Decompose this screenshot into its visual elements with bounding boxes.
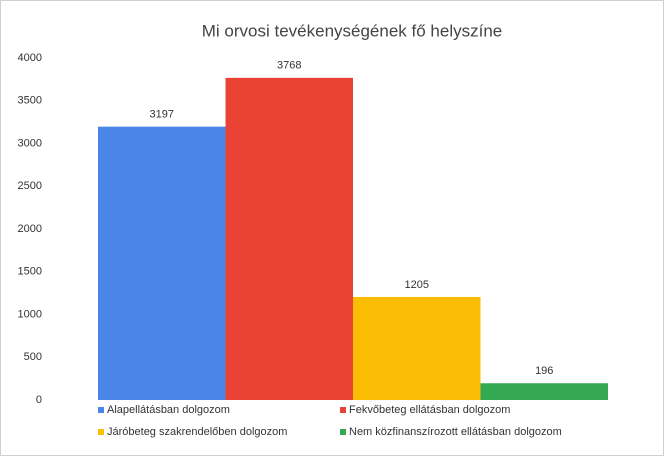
data-label: 3197: [150, 109, 174, 121]
data-label: 196: [535, 365, 553, 377]
legend-swatch: [340, 407, 346, 413]
data-label: 1205: [405, 279, 429, 291]
bar: [225, 77, 353, 400]
y-tick-label: 2000: [18, 223, 42, 235]
legend-label: Alapellátásban dolgozom: [107, 404, 230, 416]
legend-swatch: [98, 429, 104, 435]
y-tick-label: 3000: [18, 137, 42, 149]
y-tick-label: 500: [24, 351, 42, 363]
data-label: 3768: [277, 60, 301, 72]
bar: [98, 126, 226, 401]
legend-swatch: [340, 429, 346, 435]
y-tick-label: 1000: [18, 308, 42, 320]
chart-title: Mi orvosi tevékenységének fő helyszíne: [202, 21, 503, 40]
legend-label: Nem közfinanszírozott ellátásban dolgozo…: [349, 426, 562, 438]
bar: [480, 383, 608, 400]
legend-label: Járóbeteg szakrendelőben dolgozom: [107, 426, 287, 438]
y-tick-label: 2500: [18, 180, 42, 192]
y-tick-label: 1500: [18, 266, 42, 278]
legend-swatch: [98, 407, 104, 413]
bar: [353, 296, 481, 400]
y-tick-label: 0: [36, 394, 42, 406]
legend-label: Fekvőbeteg ellátásban dolgozom: [349, 404, 510, 416]
y-tick-label: 3500: [18, 95, 42, 107]
y-tick-label: 4000: [18, 52, 42, 64]
